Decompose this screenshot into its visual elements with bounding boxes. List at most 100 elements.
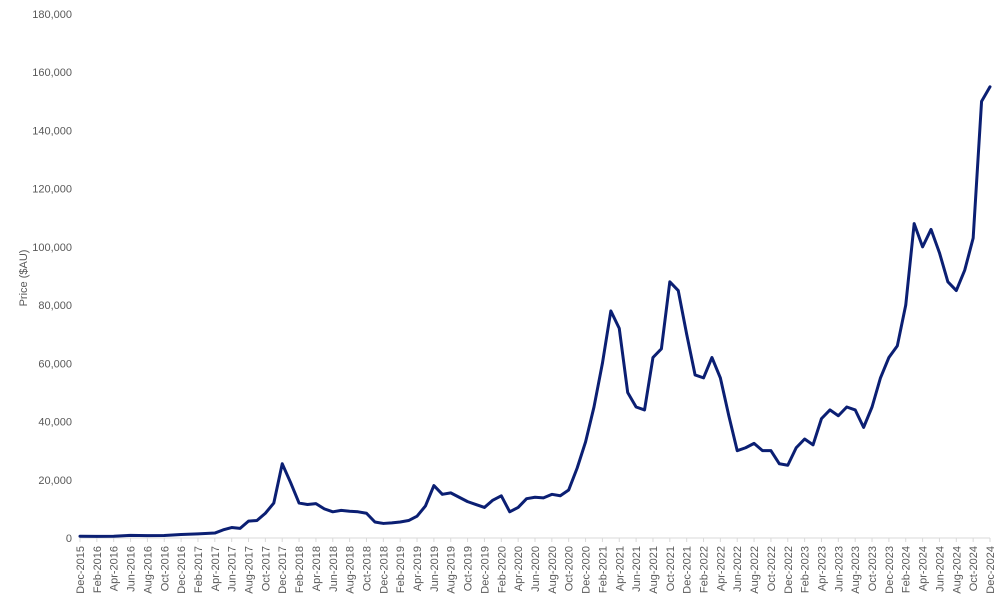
data-point [744,446,747,449]
data-point [398,520,402,524]
x-tick-label: Apr-2022 [715,546,727,591]
data-point [702,376,705,380]
data-point [247,519,250,523]
data-point [525,497,528,500]
data-point [424,504,427,508]
data-point [693,373,697,377]
data-point [281,462,284,465]
data-point [255,519,259,522]
x-tick-label: Oct-2020 [564,546,576,591]
data-point [196,532,200,536]
x-tick-label: Oct-2023 [867,546,879,591]
data-point [289,481,292,484]
data-point [803,437,806,441]
data-point [213,531,217,535]
data-point [331,510,334,513]
x-tick-label: Dec-2019 [479,546,491,594]
y-axis-title: Price ($AU) [18,250,30,307]
x-tick-label: Aug-2024 [951,546,963,594]
x-tick-label: Dec-2017 [277,546,289,594]
x-tick-label: Dec-2021 [682,546,694,594]
x-tick-label: Apr-2019 [412,546,424,591]
data-point [407,519,410,522]
y-tick-label: 0 [66,533,72,545]
data-point [912,222,916,225]
data-point [474,503,478,506]
data-point [575,466,579,470]
data-point [921,245,924,249]
y-tick-label: 120,000 [32,184,72,196]
data-point [382,522,385,525]
x-tick-label: Dec-2015 [75,546,87,594]
x-tick-label: Oct-2018 [361,546,373,591]
data-point [887,356,891,359]
x-tick-label: Oct-2016 [159,546,171,591]
x-tick-label: Feb-2016 [92,546,104,593]
y-axis-title-group: Price ($AU) [18,250,30,307]
y-tick-label: 180,000 [32,9,72,21]
data-point [457,496,461,499]
data-point [516,506,520,509]
data-point [870,405,874,409]
x-tick-label: Apr-2016 [109,546,121,591]
x-tick-label: Feb-2017 [193,546,205,593]
x-tick-label: Feb-2020 [496,546,508,593]
data-point [660,347,663,350]
x-tick-label: Feb-2023 [800,546,812,593]
data-point [980,100,983,103]
y-axis-ticks: 0 20,000 40,000 60,000 80,000 100,000 120,000 1… [32,9,72,545]
x-tick-label: Oct-2019 [463,546,475,591]
x-tick-label: Aug-2021 [648,546,660,594]
data-point [449,491,452,495]
y-tick-label: 40,000 [38,417,72,429]
x-tick-label: Dec-2023 [884,546,896,594]
x-tick-label: Oct-2017 [260,546,272,591]
data-point [238,527,242,530]
x-tick-label: Dec-2024 [985,546,997,594]
x-tick-label: Oct-2024 [968,546,980,591]
x-tick-label: Apr-2018 [311,546,323,591]
x-tick-label: Jun-2020 [530,546,542,592]
data-point [643,408,646,412]
x-tick-label: Jun-2022 [732,546,744,592]
data-point [348,510,351,513]
data-point [618,327,621,330]
data-point [78,535,82,538]
data-point [356,510,360,513]
data-point [761,449,764,452]
x-tick-label: Oct-2021 [665,546,677,591]
data-point [786,464,789,467]
x-tick-label: Feb-2019 [395,546,407,593]
data-point [651,356,655,359]
data-point [306,503,309,506]
data-point [727,414,730,417]
data-point [601,362,604,365]
data-point [988,85,992,88]
data-point [879,376,882,380]
x-tick-label: Aug-2019 [446,546,458,594]
data-point [222,528,225,532]
x-tick-label: Feb-2024 [901,546,913,593]
data-point [432,484,436,487]
data-point [272,501,275,505]
data-point [904,303,907,307]
data-point [845,405,848,409]
x-tick-label: Jun-2018 [328,546,340,592]
x-tick-label: Oct-2022 [766,546,778,591]
data-point [938,251,941,254]
data-point [896,344,899,348]
data-point [390,521,393,525]
x-tick-label: Aug-2017 [244,546,256,594]
data-point [862,426,865,429]
y-tick-label: 100,000 [32,242,72,254]
data-point [491,498,495,502]
data-point [685,333,688,336]
x-tick-label: Jun-2019 [429,546,441,592]
data-point [584,440,587,444]
data-point [710,356,714,359]
data-point [971,236,975,240]
data-point [626,391,629,394]
x-tick-label: Dec-2016 [176,546,188,594]
data-point [415,514,419,518]
x-tick-label: Feb-2018 [294,546,306,593]
